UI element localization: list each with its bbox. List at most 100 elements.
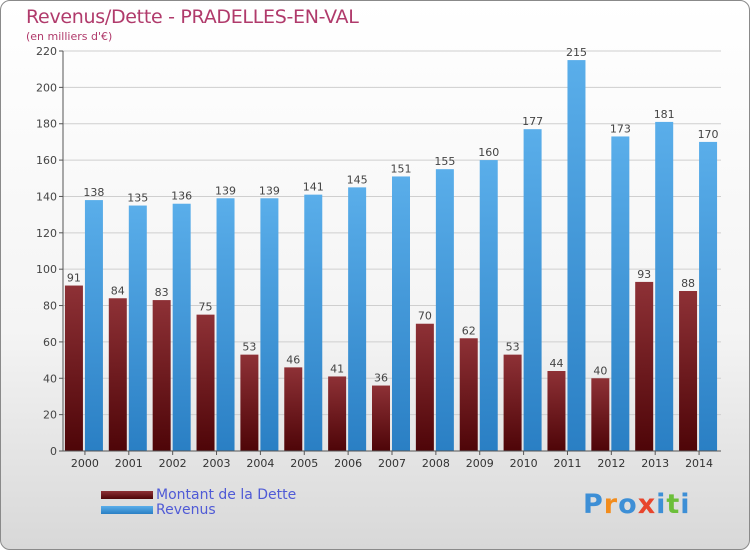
data-label: 170 [698,128,719,141]
y-tick-label: 0 [50,445,57,458]
data-label: 62 [462,324,476,337]
data-label: 160 [478,146,499,159]
y-tick-label: 120 [36,227,57,240]
bar-revenus [479,160,498,451]
y-tick-label: 220 [36,45,57,58]
bar-revenus [567,60,586,451]
data-label: 53 [242,341,256,354]
bar-revenus [392,176,410,452]
data-label: 138 [83,186,104,199]
logo-letter: P [583,489,604,520]
bar-revenus [699,141,718,451]
bar-revenus [128,205,147,451]
x-tick-label: 2013 [641,457,669,470]
bar-revenus [260,198,279,451]
logo-letter: o [618,489,638,520]
data-label: 91 [67,272,81,285]
bar-dette [108,298,127,451]
x-tick-label: 2009 [466,457,494,470]
x-tick-label: 2011 [553,457,581,470]
x-tick-label: 2002 [159,457,187,470]
x-tick-label: 2005 [290,457,318,470]
bar-dette [64,285,83,451]
y-tick-label: 140 [36,190,57,203]
bar-dette [284,367,303,451]
data-label: 46 [286,353,300,366]
data-label: 53 [506,341,520,354]
data-label: 136 [171,190,192,203]
logo-letter: x [637,489,657,520]
y-tick-label: 60 [43,336,57,349]
bar-dette [679,291,698,451]
data-label: 93 [637,268,651,281]
data-label: 139 [259,184,280,197]
x-tick-label: 2012 [597,457,625,470]
logo-letter: i [656,489,667,520]
bar-dette [547,371,566,451]
bar-dette [152,300,171,451]
legend-swatch-revenus [101,506,153,514]
legend-item-dette: Montant de la Dette [101,487,297,503]
x-tick-label: 2006 [334,457,362,470]
bar-dette [196,314,215,451]
data-label: 141 [303,181,324,194]
data-label: 145 [347,173,368,186]
logo-letter: r [603,489,619,520]
data-label: 177 [522,115,543,128]
y-tick-label: 200 [36,81,57,94]
data-label: 135 [127,192,148,205]
x-tick-label: 2014 [685,457,713,470]
bar-revenus [172,203,191,451]
x-tick-label: 2003 [203,457,231,470]
chart-subtitle: (en milliers d'€) [26,30,113,43]
data-label: 181 [654,108,675,121]
legend-swatch-dette [101,491,153,499]
bar-dette [240,354,259,451]
x-tick-label: 2008 [422,457,450,470]
x-tick-label: 2001 [115,457,143,470]
bar-dette [328,376,347,451]
x-tick-label: 2010 [510,457,538,470]
data-label: 88 [681,277,695,290]
y-tick-label: 20 [43,409,57,422]
legend-label-revenus: Revenus [156,502,216,518]
data-label: 36 [374,372,388,385]
bar-revenus [523,129,542,451]
bar-revenus [435,169,454,451]
y-tick-label: 80 [43,300,57,313]
bar-revenus [655,121,674,451]
data-label: 215 [566,46,587,59]
data-label: 155 [434,155,455,168]
data-label: 40 [593,364,607,377]
y-tick-label: 180 [36,118,57,131]
bar-dette [591,378,610,451]
data-label: 70 [418,310,432,323]
bar-dette [372,385,390,451]
bar-revenus [348,187,367,451]
bar-revenus [216,198,235,451]
bar-revenus [304,194,323,452]
legend-item-revenus: Revenus [101,502,216,518]
y-tick-label: 40 [43,372,57,385]
data-label: 44 [549,357,563,370]
data-label: 151 [391,162,412,175]
chart-title: Revenus/Dette - PRADELLES-EN-VAL [26,6,359,28]
bar-revenus [611,136,630,452]
data-label: 83 [155,286,169,299]
x-tick-label: 2007 [378,457,406,470]
bar-dette [415,323,434,451]
data-label: 139 [215,184,236,197]
logo-letter: i [680,489,691,520]
bar-dette [503,354,522,451]
logo-letter: t [666,489,681,520]
x-tick-label: 2004 [246,457,274,470]
y-tick-label: 160 [36,154,57,167]
legend-label-dette: Montant de la Dette [156,487,297,503]
bar-revenus [84,200,103,451]
proxiti-logo: Proxiti [583,489,691,520]
bar-dette [635,281,654,451]
bar-dette [459,338,478,451]
data-label: 84 [111,284,125,297]
data-label: 173 [610,122,631,135]
